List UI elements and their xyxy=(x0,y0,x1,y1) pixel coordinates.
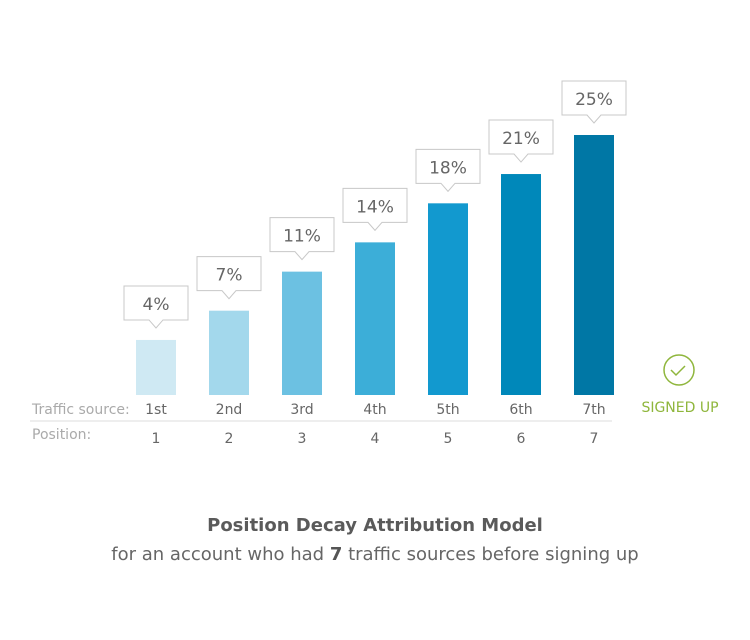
bar-6 xyxy=(501,174,541,395)
position-label: Position: xyxy=(32,427,91,443)
category-label-6: 6th xyxy=(509,402,532,418)
data-label-box-4 xyxy=(342,187,408,232)
bar-1 xyxy=(136,339,176,395)
bar-chart: Traffic source: Position: 4% 1st 1 7% 2nd 2 11% 3… xyxy=(30,80,719,447)
chart-subtitle: for an account who had 7 traffic sources… xyxy=(0,544,750,565)
chart-title: Position Decay Attribution Model xyxy=(207,515,543,536)
position-value-3: 3 xyxy=(298,431,307,447)
data-label-box-6 xyxy=(488,119,554,163)
category-label-2: 2nd xyxy=(216,402,243,418)
bar-2 xyxy=(209,310,249,395)
category-label-5: 5th xyxy=(436,402,459,418)
data-label-box-1 xyxy=(123,285,189,329)
bar-4 xyxy=(355,242,395,395)
position-value-5: 5 xyxy=(444,431,453,447)
data-label-6: 21% xyxy=(502,129,540,149)
data-label-box-5 xyxy=(415,148,481,193)
data-label-box-3 xyxy=(269,217,335,261)
bar-3 xyxy=(282,271,322,395)
signed-up-label: SIGNED UP xyxy=(641,400,718,416)
data-label-5: 18% xyxy=(429,158,467,178)
category-label-3: 3rd xyxy=(290,402,313,418)
category-label-4: 4th xyxy=(363,402,386,418)
position-value-1: 1 xyxy=(152,431,161,447)
position-value-2: 2 xyxy=(225,431,234,447)
data-label-box-2 xyxy=(196,256,262,300)
bar-5 xyxy=(428,203,468,395)
position-value-4: 4 xyxy=(371,431,380,447)
data-label-4: 14% xyxy=(356,197,394,217)
position-value-7: 7 xyxy=(590,431,599,447)
category-label-1: 1st xyxy=(145,402,167,418)
category-label-7: 7th xyxy=(582,402,605,418)
data-label-7: 25% xyxy=(575,90,613,110)
bar-7 xyxy=(574,135,614,395)
data-label-1: 4% xyxy=(143,295,170,315)
subtitle-pre: for an account who had xyxy=(111,544,330,565)
checkmark-icon xyxy=(670,365,686,377)
data-label-3: 11% xyxy=(283,227,321,247)
check-circle-icon xyxy=(663,354,695,386)
traffic-source-label: Traffic source: xyxy=(31,402,130,418)
subtitle-post: traffic sources before signing up xyxy=(342,544,639,565)
data-label-2: 7% xyxy=(216,266,243,286)
subtitle-count: 7 xyxy=(329,544,343,565)
position-value-6: 6 xyxy=(517,431,526,447)
data-label-box-7 xyxy=(561,80,627,124)
